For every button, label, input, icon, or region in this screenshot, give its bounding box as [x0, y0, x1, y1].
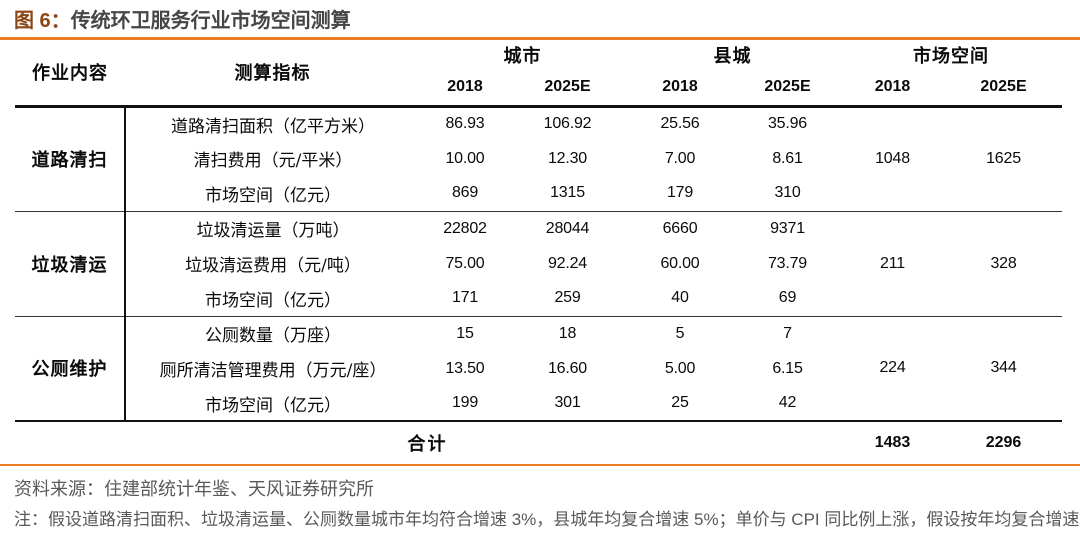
value-cell: 60.00 — [660, 254, 700, 272]
value-cell: 92.24 — [547, 254, 588, 272]
indicator-cell: 垃圾清运量（万吨） — [196, 221, 350, 242]
header-indicator: 测算指标 — [234, 63, 311, 85]
table-header: 作业内容 测算指标 城市 县城 市场空间 2018 2025E 2018 202… — [15, 40, 1062, 106]
value-cell: 8.61 — [772, 149, 803, 167]
table-row: 垃圾清运 垃圾清运量（万吨） 22802 28044 6660 9371 211… — [15, 211, 1062, 316]
value-cell: 179 — [666, 184, 694, 202]
block-public-toilet: 公厕维护 公厕数量（万座） 15 18 5 7 224 344 厕所清洁管理费用… — [15, 316, 1062, 421]
value-cell: 1315 — [550, 184, 585, 202]
indicator-cell: 厕所清洁管理费用（万元/座） — [159, 361, 387, 381]
market-space-2018-cell: 1048 — [875, 150, 910, 167]
header-city-2025e: 2025E — [544, 78, 591, 96]
block-road-sweeping: 道路清扫 道路清扫面积（亿平方米） 86.93 106.92 25.56 35.… — [15, 106, 1062, 211]
value-cell: 171 — [451, 289, 479, 307]
bottom-accent-rule — [0, 464, 1080, 466]
value-cell: 42 — [778, 394, 797, 411]
table-row: 厕所清洁管理费用（万元/座） 13.50 16.60 5.00 6.15 — [15, 351, 1062, 386]
category-cell: 道路清扫 — [15, 106, 126, 211]
table-row: 市场空间（亿元） 171 259 40 69 — [15, 281, 1062, 316]
value-cell: 35.96 — [767, 115, 808, 133]
value-cell: 5.00 — [664, 359, 696, 377]
header-county-2025e: 2025E — [764, 78, 811, 96]
table-row: 道路清扫 道路清扫面积（亿平方米） 86.93 106.92 25.56 35.… — [15, 106, 1062, 211]
indicator-cell: 公厕数量（万座） — [205, 326, 341, 347]
value-cell: 9371 — [770, 219, 805, 237]
value-cell: 6.15 — [772, 359, 803, 377]
value-cell: 13.50 — [445, 359, 485, 377]
header-group-county: 县城 — [713, 46, 752, 67]
value-cell: 22802 — [443, 219, 487, 237]
table-row: 市场空间（亿元） 869 1315 179 310 — [15, 176, 1062, 211]
value-cell: 7.00 — [664, 149, 696, 167]
value-cell: 25 — [671, 394, 689, 411]
value-cell: 259 — [554, 289, 581, 307]
total-label-cell: 合计 — [407, 434, 448, 455]
value-cell: 869 — [451, 184, 479, 202]
figure-title-text: 传统环卫服务行业市场空间测算 — [70, 10, 351, 32]
value-cell: 16.60 — [547, 359, 588, 377]
value-cell: 86.93 — [445, 115, 485, 133]
value-cell: 12.30 — [547, 149, 588, 167]
value-cell: 301 — [554, 394, 581, 411]
value-cell: 6660 — [662, 219, 698, 237]
value-cell: 10.00 — [445, 149, 485, 167]
figure-title: 图 6：传统环卫服务行业市场空间测算 — [0, 0, 1080, 32]
header-group-city: 城市 — [503, 46, 542, 67]
indicator-cell: 市场空间（亿元） — [205, 395, 341, 416]
value-cell: 40 — [671, 289, 689, 307]
header-city-2018: 2018 — [447, 78, 483, 96]
block-garbage-removal: 垃圾清运 垃圾清运量（万吨） 22802 28044 6660 9371 211… — [15, 211, 1062, 316]
market-space-2025e-cell: 328 — [990, 254, 1017, 272]
value-cell: 310 — [774, 184, 801, 202]
total-2018-cell: 1483 — [874, 434, 911, 451]
indicator-cell: 清扫费用（元/平米） — [193, 151, 353, 171]
header-market-2025e: 2025E — [980, 78, 1027, 96]
figure-number-label: 图 6： — [14, 10, 71, 32]
market-space-2025e-cell: 344 — [990, 359, 1017, 377]
indicator-cell: 垃圾清运费用（元/吨） — [185, 256, 361, 276]
header-work-content: 作业内容 — [32, 63, 108, 85]
table-row: 市场空间（亿元） 199 301 25 42 — [15, 386, 1062, 421]
value-cell: 73.79 — [767, 254, 808, 272]
market-space-2018-cell: 211 — [880, 254, 905, 272]
title-accent-rule — [0, 37, 1080, 40]
value-cell: 25.56 — [660, 115, 700, 133]
indicator-cell: 市场空间（亿元） — [205, 185, 341, 206]
value-cell: 7 — [783, 324, 792, 342]
header-county-2018: 2018 — [662, 78, 698, 96]
market-space-2025e-cell: 1625 — [986, 150, 1021, 167]
category-cell: 公厕维护 — [15, 316, 126, 421]
market-space-table: 作业内容 测算指标 城市 县城 市场空间 2018 2025E 2018 202… — [15, 40, 1062, 464]
value-cell: 69 — [778, 289, 797, 307]
table-row: 垃圾清运费用（元/吨） 75.00 92.24 60.00 73.79 — [15, 246, 1062, 281]
value-cell: 75.00 — [445, 254, 485, 272]
indicator-cell: 道路清扫面积（亿平方米） — [171, 116, 375, 137]
source-line: 资料来源：住建部统计年鉴、天风证券研究所 — [14, 479, 374, 499]
value-cell: 106.92 — [543, 115, 592, 133]
value-cell: 28044 — [545, 219, 590, 237]
table-row: 清扫费用（元/平米） 10.00 12.30 7.00 8.61 — [15, 141, 1062, 176]
header-group-market-space: 市场空间 — [913, 46, 989, 67]
total-2025e-cell: 2296 — [985, 434, 1022, 451]
value-cell: 199 — [451, 394, 479, 411]
value-cell: 5 — [675, 324, 685, 342]
table-row: 公厕维护 公厕数量（万座） 15 18 5 7 224 344 — [15, 316, 1062, 421]
indicator-cell: 市场空间（亿元） — [205, 290, 341, 311]
market-space-2018-cell: 224 — [879, 359, 906, 377]
value-cell: 18 — [558, 324, 577, 342]
category-cell: 垃圾清运 — [15, 211, 126, 316]
note-line: 注：假设道路清扫面积、垃圾清运量、公厕数量城市年均符合增速 3%，县城年均复合增… — [14, 510, 1080, 529]
table-total-row: 合计 1483 2296 — [15, 421, 1062, 464]
value-cell: 15 — [456, 324, 474, 342]
header-market-2018: 2018 — [874, 78, 911, 96]
